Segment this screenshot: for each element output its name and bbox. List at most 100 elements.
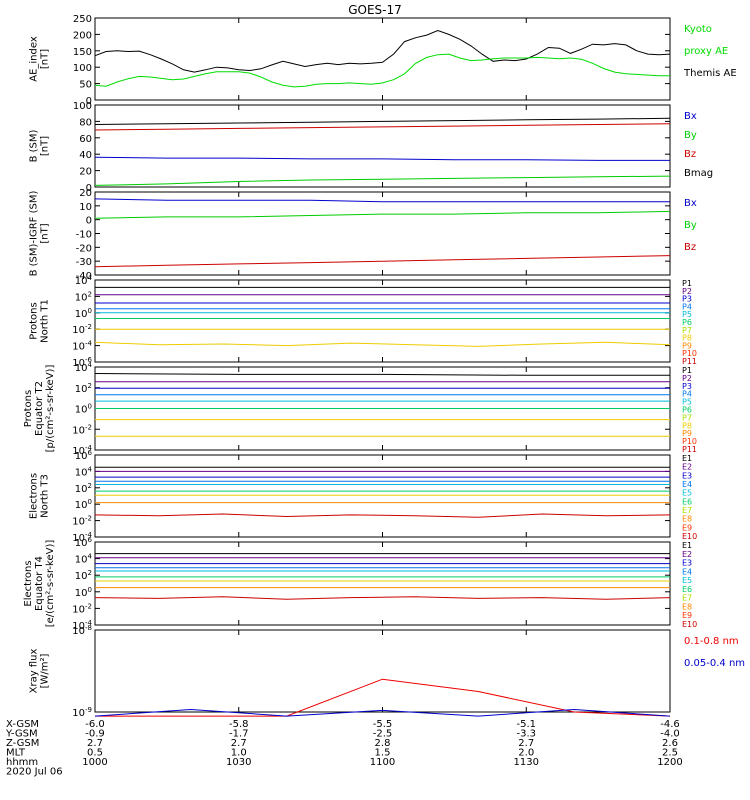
y-tick-label: 10-6 bbox=[72, 356, 92, 369]
series-line bbox=[94, 198, 670, 203]
legend-entry: P9 bbox=[682, 429, 692, 438]
legend-entry: P9 bbox=[682, 341, 692, 350]
legend-entry: E1 bbox=[682, 541, 692, 550]
series-line bbox=[94, 175, 671, 186]
legend-entry: E10 bbox=[682, 620, 697, 629]
y-tick-label: 0 bbox=[86, 96, 92, 107]
y-axis-label: Equator T2 bbox=[34, 381, 45, 436]
legend-entry: 0.05-0.4 nm bbox=[684, 658, 745, 669]
series-line bbox=[94, 596, 671, 600]
y-axis-label: [p/(cm²-s-sr-keV)] bbox=[45, 365, 56, 453]
legend-entry: E9 bbox=[682, 523, 692, 532]
y-axis-label: North T1 bbox=[40, 299, 51, 343]
x-axis-row-label: MLT bbox=[6, 748, 26, 759]
y-tick-label: 104 bbox=[75, 465, 93, 478]
panel-frame bbox=[94, 17, 671, 101]
x-axis-value: 1200 bbox=[657, 757, 682, 768]
y-tick-label: -10 bbox=[76, 230, 92, 241]
legend-entry: P7 bbox=[682, 413, 692, 422]
y-tick-label: -20 bbox=[76, 243, 92, 254]
legend-entry: E3 bbox=[682, 471, 692, 480]
panel-frame bbox=[94, 191, 671, 276]
x-axis-value: 2.7 bbox=[518, 738, 534, 749]
x-axis-value: -4.6 bbox=[660, 719, 680, 730]
panel-frame bbox=[94, 629, 671, 713]
y-tick-label: 10 bbox=[79, 202, 92, 213]
y-tick-label: 60 bbox=[79, 134, 92, 145]
legend-entry: E2 bbox=[682, 463, 692, 472]
legend-entry: P4 bbox=[682, 302, 692, 311]
series-line bbox=[94, 123, 671, 131]
y-tick-label: 102 bbox=[75, 382, 92, 395]
panel-7: 106 104 102 100 10-2 10-4 Electrons Equator T4[… bbox=[23, 536, 697, 632]
y-tick-label: 102 bbox=[75, 290, 92, 303]
series-line bbox=[94, 156, 670, 161]
x-axis-value: 2.0 bbox=[518, 748, 534, 759]
y-tick-label: 10-2 bbox=[72, 423, 92, 436]
y-axis-label: B (SM)-IGRF (SM) bbox=[29, 191, 40, 277]
legend-entry: P7 bbox=[682, 326, 692, 335]
y-tick-label: 106 bbox=[75, 449, 93, 462]
y-tick-label: 80 bbox=[79, 117, 92, 128]
x-axis-value: -2.5 bbox=[373, 729, 393, 740]
panel-frame bbox=[94, 104, 671, 188]
y-tick-label: 100 bbox=[75, 403, 92, 416]
panel-frame bbox=[94, 279, 671, 363]
legend-entry: E9 bbox=[682, 611, 692, 620]
legend-entry: P2 bbox=[682, 287, 692, 296]
x-axis-value: 0.5 bbox=[87, 748, 103, 759]
y-tick-label: 100 bbox=[73, 101, 92, 112]
y-axis-label: Equator T4 bbox=[34, 556, 45, 611]
x-axis-value: 1000 bbox=[82, 757, 107, 768]
x-axis-value: -0.9 bbox=[85, 729, 105, 740]
legend-entry: P3 bbox=[682, 295, 692, 304]
legend-entry: Bz bbox=[684, 149, 696, 160]
legend-entry: P11 bbox=[682, 445, 697, 454]
series-line bbox=[94, 373, 670, 376]
x-axis-value: -5.5 bbox=[373, 719, 393, 730]
series-line bbox=[94, 53, 670, 88]
panel-4: 104 102 100 10-2 10-4 10-6 Protons North T1 P1P2… bbox=[29, 274, 698, 369]
y-tick-label: 10-4 bbox=[72, 619, 92, 632]
series-line bbox=[94, 255, 671, 268]
y-axis-label: [nT] bbox=[40, 136, 51, 156]
panel-8: 10-8 10-9 Xray flux [W/m²] 0.1-0.8 nm 0.05-0.… bbox=[29, 624, 746, 719]
y-tick-label: 250 bbox=[73, 14, 92, 25]
x-axis-value: 1130 bbox=[514, 757, 539, 768]
legend-entry: E10 bbox=[682, 532, 697, 541]
y-tick-label: 10-4 bbox=[72, 531, 92, 544]
x-axis-value: 1.5 bbox=[375, 748, 391, 759]
legend-entry: P8 bbox=[682, 334, 692, 343]
y-tick-label: 0 bbox=[86, 183, 92, 194]
legend-entry: P1 bbox=[682, 366, 692, 375]
legend-entry: 0.1-0.8 nm bbox=[684, 636, 739, 647]
y-tick-label: 100 bbox=[75, 307, 92, 320]
legend-entry: E7 bbox=[682, 506, 692, 515]
y-tick-label: 10-9 bbox=[72, 706, 92, 719]
x-axis-value: 2.8 bbox=[375, 738, 391, 749]
y-axis-label: Electrons bbox=[23, 560, 34, 606]
x-axis-value: 1030 bbox=[226, 757, 251, 768]
y-tick-label: 10-8 bbox=[72, 624, 92, 637]
series-line bbox=[94, 29, 671, 73]
legend-entry: P3 bbox=[682, 382, 692, 391]
y-axis-label: Protons bbox=[29, 302, 40, 339]
x-axis-value: 1100 bbox=[370, 757, 395, 768]
legend-entry: P5 bbox=[682, 310, 692, 319]
panel-2: 100 80 60 40 20 0 B (SM) [nT] Bx By Bz Bmag bbox=[29, 101, 714, 194]
legend-entry: P2 bbox=[682, 374, 692, 383]
legend-entry: P11 bbox=[682, 357, 697, 366]
y-axis-label: North T3 bbox=[40, 474, 51, 518]
y-tick-label: 10-4 bbox=[72, 340, 92, 353]
series-line bbox=[94, 210, 671, 219]
y-tick-label: 102 bbox=[75, 482, 92, 495]
legend-entry: Bz bbox=[684, 242, 696, 253]
y-tick-label: 104 bbox=[75, 361, 93, 374]
x-axis-value: 2.7 bbox=[87, 738, 103, 749]
legend-entry: E6 bbox=[682, 497, 692, 506]
legend-entry: P6 bbox=[682, 406, 692, 415]
legend-entry: P6 bbox=[682, 318, 692, 327]
x-axis-row-label: X-GSM bbox=[6, 719, 39, 730]
y-tick-label: 0 bbox=[86, 216, 92, 227]
legend-entry: Bmag bbox=[684, 168, 713, 179]
